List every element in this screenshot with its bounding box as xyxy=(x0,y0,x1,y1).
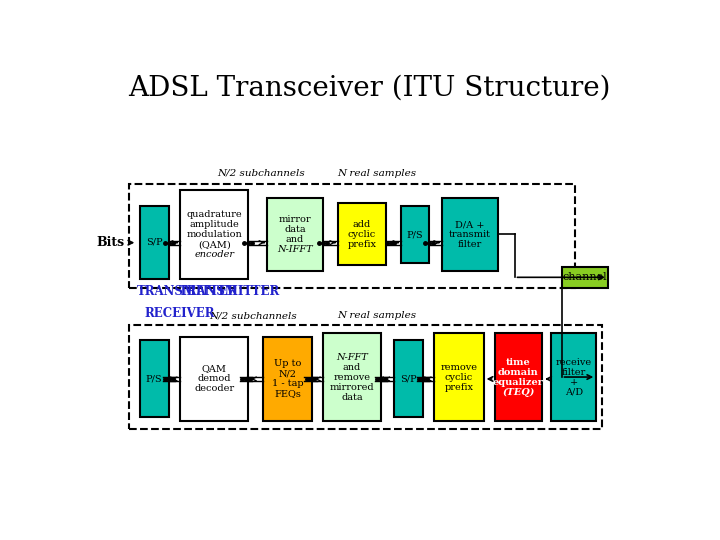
Text: N/2: N/2 xyxy=(279,369,297,379)
Text: cyclic: cyclic xyxy=(445,373,473,382)
Text: S/P: S/P xyxy=(400,374,417,383)
Text: QAM: QAM xyxy=(202,364,227,374)
FancyBboxPatch shape xyxy=(338,204,386,265)
Text: P/S: P/S xyxy=(146,374,163,383)
Text: ADSL Transceiver (ITU Structure): ADSL Transceiver (ITU Structure) xyxy=(127,75,611,102)
Text: prefix: prefix xyxy=(348,240,377,249)
Text: (TEQ): (TEQ) xyxy=(502,388,534,396)
Text: N real samples: N real samples xyxy=(337,169,416,178)
Text: time: time xyxy=(506,357,531,367)
Text: channel: channel xyxy=(562,272,607,282)
FancyBboxPatch shape xyxy=(140,340,168,417)
Text: transmit: transmit xyxy=(449,230,491,239)
Text: N-FFT: N-FFT xyxy=(336,353,368,361)
Text: encoder: encoder xyxy=(194,250,234,259)
FancyBboxPatch shape xyxy=(394,340,423,417)
Text: demod: demod xyxy=(197,374,231,383)
FancyBboxPatch shape xyxy=(552,333,596,421)
Text: filter: filter xyxy=(562,368,586,376)
FancyBboxPatch shape xyxy=(323,333,382,421)
Text: N/2 subchannels: N/2 subchannels xyxy=(217,169,305,178)
Text: data: data xyxy=(341,393,363,402)
Text: (QAM): (QAM) xyxy=(198,240,230,249)
FancyBboxPatch shape xyxy=(267,198,323,271)
Text: N real samples: N real samples xyxy=(337,312,416,320)
FancyBboxPatch shape xyxy=(263,336,312,421)
FancyBboxPatch shape xyxy=(562,267,608,288)
Text: 1 - tap: 1 - tap xyxy=(271,380,303,388)
FancyBboxPatch shape xyxy=(401,206,429,264)
Text: filter: filter xyxy=(458,240,482,249)
Text: remove: remove xyxy=(333,373,371,382)
Text: and: and xyxy=(343,362,361,372)
Text: mirrored: mirrored xyxy=(330,382,374,392)
FancyBboxPatch shape xyxy=(180,336,248,421)
FancyBboxPatch shape xyxy=(140,206,168,279)
Text: mirror: mirror xyxy=(279,215,311,224)
Text: Up to: Up to xyxy=(274,360,301,368)
Text: TRANSMITTER: TRANSMITTER xyxy=(137,285,238,298)
Text: equalizer: equalizer xyxy=(493,377,544,387)
Text: receive: receive xyxy=(556,357,592,367)
Text: N-IFFT: N-IFFT xyxy=(277,245,313,254)
FancyBboxPatch shape xyxy=(180,190,248,279)
Text: decoder: decoder xyxy=(194,384,234,394)
Text: prefix: prefix xyxy=(444,382,474,392)
Text: S/P: S/P xyxy=(146,238,163,247)
Text: modulation: modulation xyxy=(186,230,242,239)
Text: amplitude: amplitude xyxy=(189,220,239,229)
Text: data: data xyxy=(284,225,306,234)
Text: and: and xyxy=(286,235,305,244)
Text: domain: domain xyxy=(498,368,539,376)
Text: A/D: A/D xyxy=(564,388,583,396)
Text: D/A +: D/A + xyxy=(455,220,485,229)
Text: remove: remove xyxy=(441,362,477,372)
Text: TRANSMITTER: TRANSMITTER xyxy=(179,285,280,298)
Text: quadrature: quadrature xyxy=(186,210,242,219)
Text: RECEIVER: RECEIVER xyxy=(144,307,215,320)
Text: N/2 subchannels: N/2 subchannels xyxy=(210,312,297,320)
Text: add: add xyxy=(353,220,372,229)
Text: FEQs: FEQs xyxy=(274,389,301,399)
Text: Bits: Bits xyxy=(96,236,125,249)
FancyBboxPatch shape xyxy=(495,333,542,421)
Text: cyclic: cyclic xyxy=(348,230,376,239)
Text: +: + xyxy=(570,377,578,387)
FancyBboxPatch shape xyxy=(442,198,498,271)
FancyBboxPatch shape xyxy=(434,333,484,421)
Text: P/S: P/S xyxy=(407,230,423,239)
